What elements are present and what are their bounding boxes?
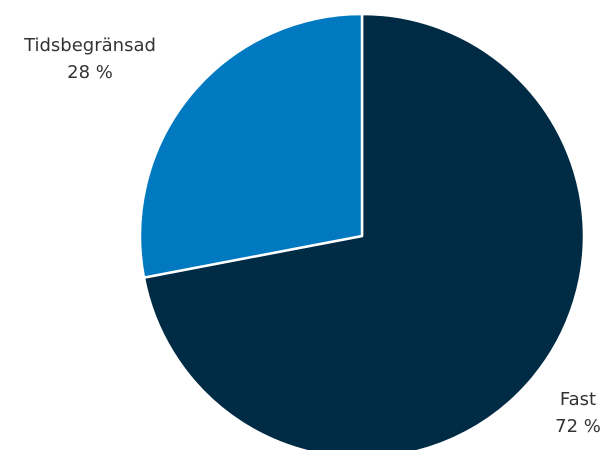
slice-category-label: Fast xyxy=(560,389,596,410)
pie-slice-tidsbegr-nsad xyxy=(138,12,364,279)
pie-slices xyxy=(138,12,586,450)
slice-category-label: Tidsbegränsad xyxy=(23,35,156,56)
pie-labels: Fast 72 % Tidsbegränsad 28 % xyxy=(23,35,601,437)
pie-slice-fast xyxy=(142,12,586,450)
slice-value-label: 28 % xyxy=(67,62,113,83)
slice-value-label: 72 % xyxy=(555,416,601,437)
slice-label: Fast 72 % xyxy=(555,389,601,437)
slice-label: Tidsbegränsad 28 % xyxy=(23,35,156,83)
